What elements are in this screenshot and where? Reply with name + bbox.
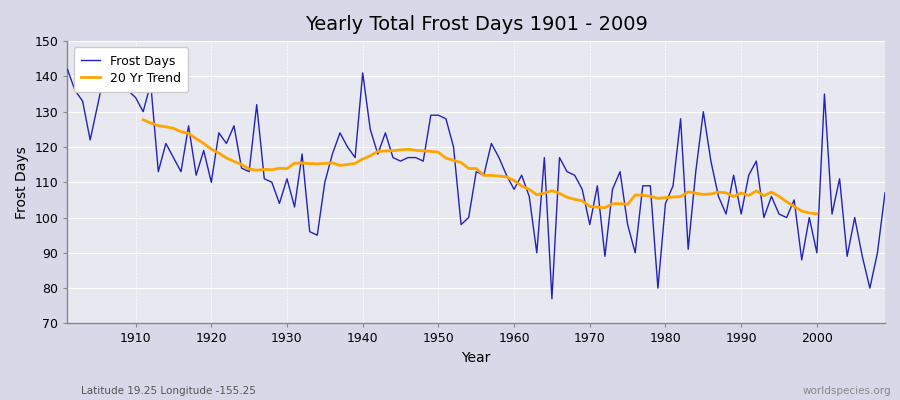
Frost Days — [608, 187, 618, 192]
20 Yr Trend — [698, 192, 708, 197]
20 Yr Trend — [342, 162, 353, 167]
Frost Days — [289, 204, 300, 209]
Frost Days — [122, 88, 133, 93]
20 Yr Trend — [713, 190, 724, 194]
20 Yr Trend — [229, 159, 239, 164]
20 Yr Trend — [608, 201, 618, 206]
Frost Days — [501, 173, 512, 178]
Frost Days — [335, 130, 346, 135]
20 Yr Trend — [138, 118, 148, 122]
Frost Days — [508, 187, 519, 192]
Text: Latitude 19.25 Longitude -155.25: Latitude 19.25 Longitude -155.25 — [81, 386, 256, 396]
Text: worldspecies.org: worldspecies.org — [803, 386, 891, 396]
Line: Frost Days: Frost Days — [68, 69, 885, 299]
Frost Days — [546, 296, 557, 301]
Y-axis label: Frost Days: Frost Days — [15, 146, 29, 219]
Legend: Frost Days, 20 Yr Trend: Frost Days, 20 Yr Trend — [74, 47, 188, 92]
20 Yr Trend — [781, 199, 792, 204]
Line: 20 Yr Trend: 20 Yr Trend — [143, 120, 817, 214]
20 Yr Trend — [812, 212, 823, 216]
Frost Days — [62, 67, 73, 72]
Frost Days — [879, 190, 890, 195]
Title: Yearly Total Frost Days 1901 - 2009: Yearly Total Frost Days 1901 - 2009 — [305, 15, 648, 34]
X-axis label: Year: Year — [462, 351, 490, 365]
